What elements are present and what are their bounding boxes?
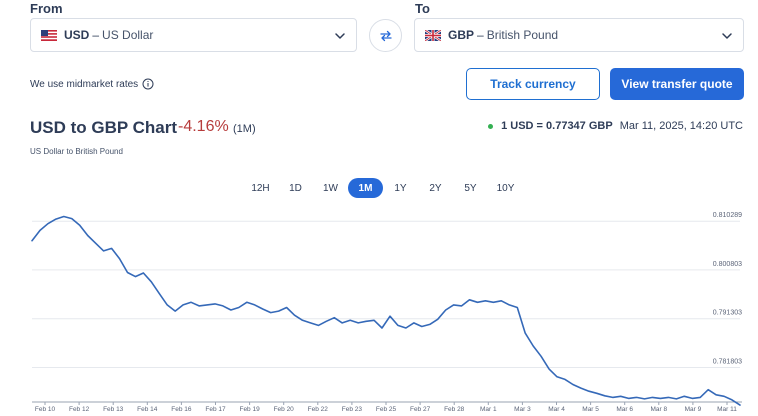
rate-timestamp: Mar 11, 2025, 14:20 UTC bbox=[619, 120, 743, 132]
range-tab-2y[interactable]: 2Y bbox=[429, 182, 442, 194]
x-tick-label: Feb 12 bbox=[69, 406, 90, 413]
range-selector: 12H 1D 1W 1M 1Y 2Y 5Y 10Y bbox=[243, 178, 523, 198]
range-tab-10y[interactable]: 10Y bbox=[496, 182, 515, 194]
from-currency-select[interactable]: USD – US Dollar bbox=[30, 18, 357, 52]
y-tick-label: 0.791303 bbox=[713, 310, 742, 317]
to-label: To bbox=[415, 1, 430, 16]
x-tick-label: Feb 16 bbox=[171, 406, 192, 413]
x-tick-label: Feb 13 bbox=[103, 406, 124, 413]
x-tick-label: Mar 9 bbox=[685, 406, 702, 413]
x-tick-label: Mar 6 bbox=[616, 406, 633, 413]
to-currency-select[interactable]: GBP – British Pound bbox=[414, 18, 744, 52]
x-tick-label: Mar 5 bbox=[582, 406, 599, 413]
chevron-down-icon bbox=[335, 33, 345, 39]
x-tick-label: Mar 4 bbox=[548, 406, 565, 413]
x-tick-label: Feb 17 bbox=[205, 406, 226, 413]
y-tick-label: 0.781803 bbox=[713, 359, 742, 366]
chart-subtitle: US Dollar to British Pound bbox=[30, 147, 123, 156]
view-transfer-quote-button[interactable]: View transfer quote bbox=[610, 68, 744, 100]
x-tick-label: Feb 19 bbox=[239, 406, 260, 413]
from-label: From bbox=[30, 1, 63, 16]
exchange-rate-chart[interactable]: 0.810289 0.800803 0.791303 0.781803 Feb 10 Fe… bbox=[0, 210, 758, 416]
range-tab-1m[interactable]: 1M bbox=[348, 178, 383, 198]
swap-currencies-button[interactable] bbox=[369, 19, 402, 52]
swap-arrows-icon bbox=[379, 30, 392, 41]
range-tab-1d[interactable]: 1D bbox=[289, 182, 302, 194]
chart-period: (1M) bbox=[233, 123, 256, 135]
range-tab-1w[interactable]: 1W bbox=[323, 182, 338, 194]
track-currency-button[interactable]: Track currency bbox=[466, 68, 600, 100]
x-tick-label: Feb 23 bbox=[342, 406, 363, 413]
x-tick-label: Feb 27 bbox=[410, 406, 431, 413]
from-separator: – bbox=[92, 28, 100, 42]
x-tick-label: Mar 1 bbox=[480, 406, 497, 413]
chevron-down-icon bbox=[722, 33, 732, 39]
range-tab-1y[interactable]: 1Y bbox=[394, 182, 407, 194]
x-tick-label: Feb 28 bbox=[444, 406, 465, 413]
y-tick-label: 0.800803 bbox=[713, 261, 742, 268]
range-tab-5y[interactable]: 5Y bbox=[464, 182, 477, 194]
chart-title: USD to GBP Chart bbox=[30, 118, 178, 137]
current-rate: 1 USD = 0.77347 GBP Mar 11, 2025, 14:20 … bbox=[488, 120, 743, 132]
chart-change-percent: -4.16% bbox=[178, 118, 229, 135]
midmarket-note: We use midmarket rates bbox=[30, 78, 154, 90]
x-tick-label: Mar 3 bbox=[514, 406, 531, 413]
to-currency-name: British Pound bbox=[486, 28, 559, 42]
from-currency-name: US Dollar bbox=[102, 28, 154, 42]
x-tick-label: Mar 8 bbox=[650, 406, 667, 413]
x-tick-label: Mar 11 bbox=[717, 406, 737, 413]
x-tick-label: Feb 14 bbox=[137, 406, 158, 413]
us-flag-icon bbox=[41, 29, 57, 41]
info-icon[interactable] bbox=[142, 78, 154, 90]
x-tick-label: Feb 25 bbox=[376, 406, 397, 413]
range-tab-12h[interactable]: 12H bbox=[251, 182, 270, 194]
midmarket-text: We use midmarket rates bbox=[30, 78, 139, 90]
x-tick-label: Feb 22 bbox=[308, 406, 329, 413]
live-indicator-icon bbox=[488, 123, 494, 129]
x-tick-label: Feb 10 bbox=[35, 406, 56, 413]
y-tick-label: 0.810289 bbox=[713, 212, 742, 219]
to-currency-code: GBP bbox=[448, 28, 475, 42]
to-separator: – bbox=[477, 28, 484, 42]
x-tick-label: Feb 20 bbox=[274, 406, 295, 413]
rate-value: 1 USD = 0.77347 GBP bbox=[501, 120, 613, 132]
uk-flag-icon bbox=[425, 29, 441, 41]
series-line bbox=[31, 215, 741, 406]
from-currency-code: USD bbox=[64, 28, 90, 42]
